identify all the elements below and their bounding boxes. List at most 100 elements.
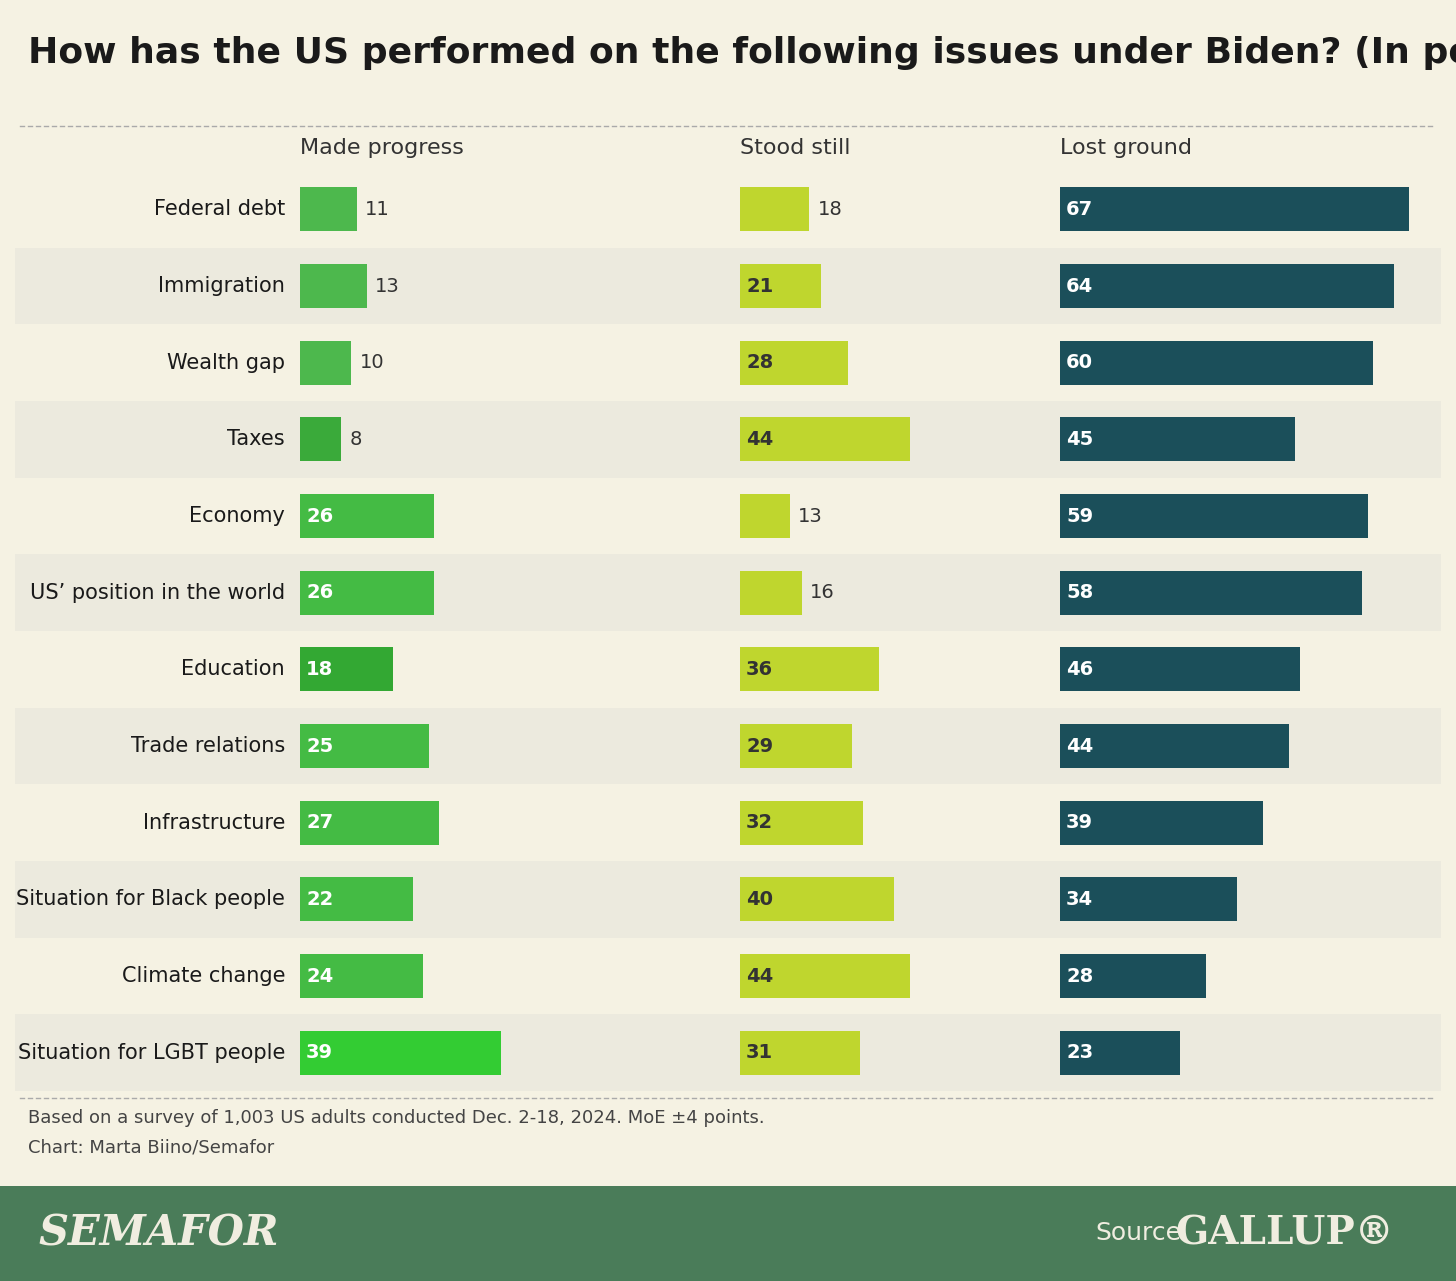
Bar <box>1060 187 1409 232</box>
Text: 44: 44 <box>1066 737 1093 756</box>
Text: 21: 21 <box>745 277 773 296</box>
Text: 13: 13 <box>374 277 399 296</box>
Text: 45: 45 <box>1066 430 1093 448</box>
Bar <box>300 570 434 615</box>
Bar <box>1060 341 1373 384</box>
Bar <box>0 1186 1456 1281</box>
Bar <box>15 1015 1441 1091</box>
Text: Lost ground: Lost ground <box>1060 138 1192 158</box>
Bar <box>1060 877 1238 921</box>
Text: Economy: Economy <box>189 506 285 526</box>
Bar <box>740 1031 859 1075</box>
Text: 28: 28 <box>1066 966 1093 985</box>
Bar <box>740 724 852 769</box>
Text: 26: 26 <box>306 583 333 602</box>
Bar <box>15 170 1441 247</box>
Text: 29: 29 <box>745 737 773 756</box>
Bar <box>15 707 1441 784</box>
Text: 46: 46 <box>1066 660 1093 679</box>
Text: Immigration: Immigration <box>159 275 285 296</box>
Text: 31: 31 <box>745 1043 773 1062</box>
Text: Education: Education <box>182 660 285 679</box>
Bar <box>740 954 910 998</box>
Bar <box>300 647 393 692</box>
Bar <box>1060 647 1300 692</box>
Bar <box>15 938 1441 1015</box>
Text: 26: 26 <box>306 506 333 525</box>
Bar <box>300 341 351 384</box>
Text: 39: 39 <box>306 1043 333 1062</box>
Text: How has the US performed on the following issues under Biden? (In percent): How has the US performed on the followin… <box>28 36 1456 70</box>
Bar <box>15 324 1441 401</box>
Bar <box>740 570 802 615</box>
Text: Chart: Marta Biino/Semafor: Chart: Marta Biino/Semafor <box>28 1139 274 1157</box>
Text: 23: 23 <box>1066 1043 1093 1062</box>
Text: Stood still: Stood still <box>740 138 850 158</box>
Text: 36: 36 <box>745 660 773 679</box>
Bar <box>1060 494 1367 538</box>
Text: 11: 11 <box>364 200 389 219</box>
Bar <box>1060 724 1290 769</box>
Bar <box>300 877 414 921</box>
Text: 44: 44 <box>745 966 773 985</box>
Bar <box>1060 801 1264 844</box>
Text: Source: Source <box>1095 1222 1181 1245</box>
Text: Taxes: Taxes <box>227 429 285 450</box>
Text: Infrastructure: Infrastructure <box>143 812 285 833</box>
Text: 67: 67 <box>1066 200 1093 219</box>
Text: Situation for LGBT people: Situation for LGBT people <box>17 1043 285 1063</box>
Text: 10: 10 <box>360 354 384 373</box>
Bar <box>1060 1031 1179 1075</box>
Text: 13: 13 <box>798 506 823 525</box>
Bar <box>1060 570 1363 615</box>
Bar <box>1060 264 1393 307</box>
Text: 28: 28 <box>745 354 773 373</box>
Bar <box>1060 954 1206 998</box>
Bar <box>1060 418 1294 461</box>
Text: Climate change: Climate change <box>121 966 285 986</box>
Text: 8: 8 <box>349 430 361 448</box>
Bar <box>740 801 863 844</box>
Bar <box>300 187 357 232</box>
Bar <box>740 418 910 461</box>
Text: 60: 60 <box>1066 354 1093 373</box>
Text: 44: 44 <box>745 430 773 448</box>
Text: 40: 40 <box>745 890 773 908</box>
Text: 18: 18 <box>817 200 842 219</box>
Bar <box>15 247 1441 324</box>
Bar <box>15 632 1441 707</box>
Text: Wealth gap: Wealth gap <box>167 352 285 373</box>
Text: 58: 58 <box>1066 583 1093 602</box>
Text: Trade relations: Trade relations <box>131 737 285 756</box>
Text: 27: 27 <box>306 813 333 833</box>
Bar <box>300 494 434 538</box>
Bar <box>300 264 367 307</box>
Text: 34: 34 <box>1066 890 1093 908</box>
Text: Federal debt: Federal debt <box>154 200 285 219</box>
Text: Situation for Black people: Situation for Black people <box>16 889 285 910</box>
Bar <box>300 418 341 461</box>
Bar <box>300 954 424 998</box>
Text: GALLUP®: GALLUP® <box>1175 1214 1393 1253</box>
Text: 24: 24 <box>306 966 333 985</box>
Bar <box>740 341 847 384</box>
Text: Made progress: Made progress <box>300 138 464 158</box>
Text: 25: 25 <box>306 737 333 756</box>
Bar <box>15 861 1441 938</box>
Text: Based on a survey of 1,003 US adults conducted Dec. 2-18, 2024. MoE ±4 points.: Based on a survey of 1,003 US adults con… <box>28 1109 764 1127</box>
Bar <box>15 555 1441 632</box>
Text: 32: 32 <box>745 813 773 833</box>
Bar <box>300 1031 501 1075</box>
Text: 59: 59 <box>1066 506 1093 525</box>
Bar <box>300 724 428 769</box>
Bar <box>15 478 1441 555</box>
Bar <box>15 784 1441 861</box>
Bar <box>15 401 1441 478</box>
Text: SEMAFOR: SEMAFOR <box>38 1213 278 1254</box>
Text: 22: 22 <box>306 890 333 908</box>
Text: 16: 16 <box>810 583 834 602</box>
Bar <box>740 647 879 692</box>
Text: 64: 64 <box>1066 277 1093 296</box>
Bar <box>740 494 791 538</box>
Text: US’ position in the world: US’ position in the world <box>31 583 285 602</box>
